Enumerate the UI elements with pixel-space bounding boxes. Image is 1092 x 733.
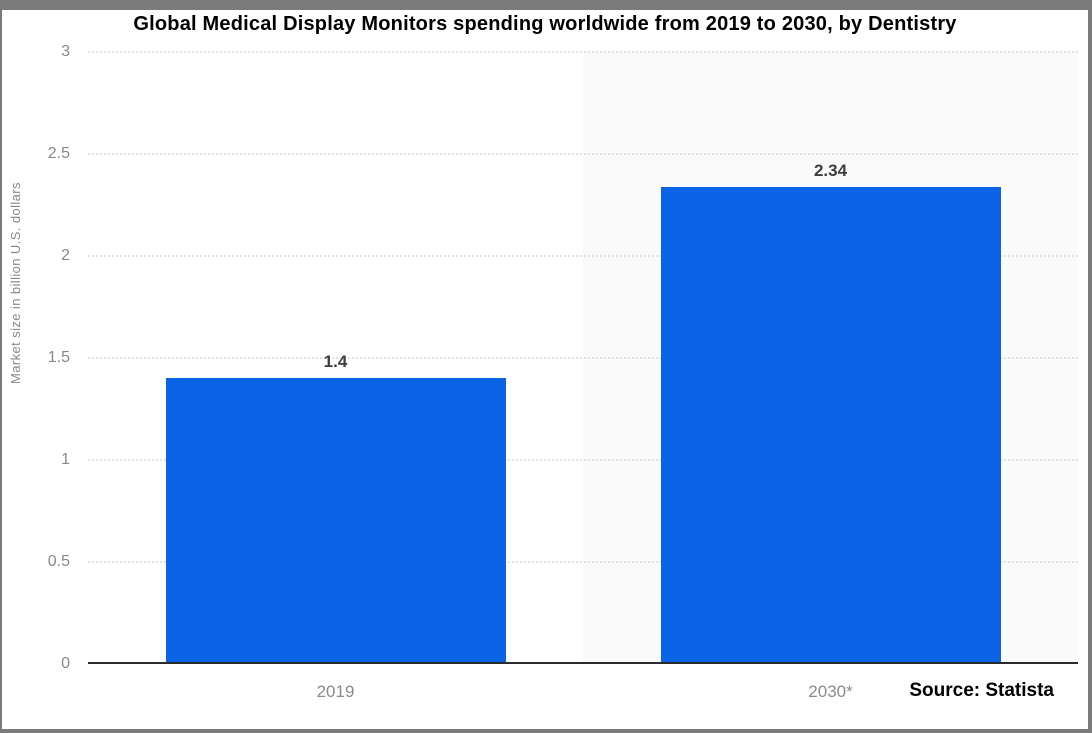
x-category-label: 2030* [808,682,853,701]
y-tick-label: 1.5 [47,349,70,366]
y-tick-label: 0.5 [47,553,70,570]
gridline [88,357,1078,359]
x-category-label: 2019 [316,682,355,701]
gridline [88,459,1078,461]
gridline [88,561,1078,563]
chart-canvas: Global Medical Display Monitors spending… [2,10,1088,729]
y-tick-label: 2 [61,247,70,264]
value-label: 2.34 [813,160,848,180]
value-label: 1.4 [323,352,348,372]
y-tick-label: 3 [61,43,70,60]
gridline [88,51,1078,53]
chart-title: Global Medical Display Monitors spending… [133,13,957,35]
bar-2030* [660,186,1001,664]
gridline [88,255,1078,257]
y-tick-label: 2.5 [47,145,70,162]
plot-area: 1.4 2.34 [88,51,1078,664]
x-axis-line [88,662,1078,664]
bar-2019 [165,378,506,664]
y-tick-label: 1 [61,451,70,468]
gridline [88,153,1078,155]
y-tick-label: 0 [61,655,70,672]
source-note: Source: Statista [909,680,1054,701]
